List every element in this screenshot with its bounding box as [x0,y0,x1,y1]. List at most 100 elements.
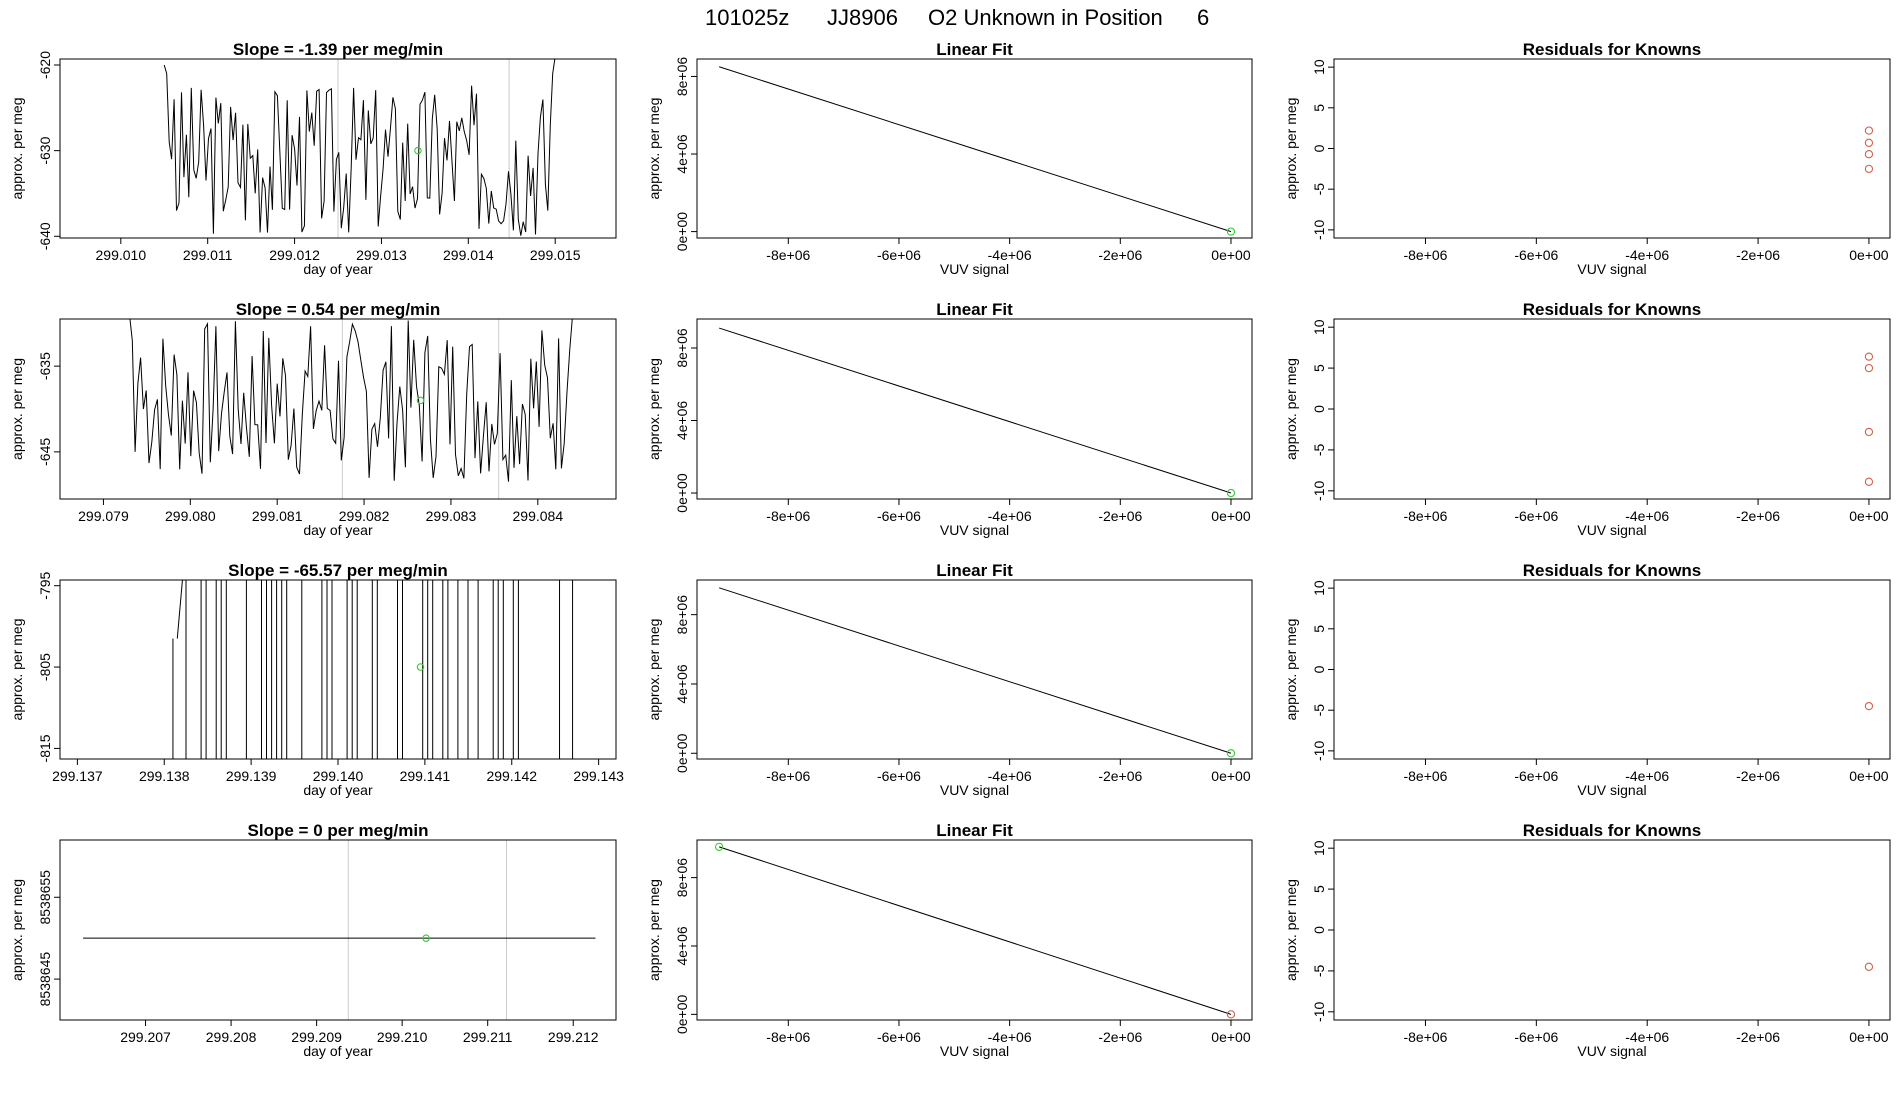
panel-title: Linear Fit [936,40,1013,59]
fit-line [718,66,1232,233]
y-tick-label: 0e+00 [674,473,690,513]
x-tick-label: 299.141 [400,768,451,784]
plot-area [718,327,1232,494]
y-tick-label: 5 [1311,104,1327,112]
x-tick-label: 299.211 [463,1029,513,1045]
plot-area [172,580,574,759]
x-tick-label: 0e+00 [1211,1029,1251,1045]
known-point [1864,138,1874,147]
unknown-point [416,663,425,671]
y-tick-label: -10 [1311,220,1327,240]
y-tick-label: 4e+06 [674,134,690,174]
unknown-point [416,396,425,405]
x-tick-label: -8e+06 [766,247,810,263]
plot-area [163,59,556,236]
x-tick-label: 299.015 [530,247,581,263]
x-axis-label: VUV signal [1577,522,1646,538]
y-tick-label: -795 [37,571,53,599]
y-tick-label: -10 [1311,741,1327,761]
x-tick-label: 0e+00 [1211,508,1251,524]
y-tick-label: 0 [1311,405,1327,413]
plot-area [129,319,573,482]
unknown-point [1226,227,1236,236]
x-tick-label: 299.011 [183,247,233,263]
x-tick-label: -4e+06 [988,508,1032,524]
y-tick-label: -815 [37,734,53,762]
x-tick-label: -8e+06 [1403,768,1447,784]
y-axis-label: approx. per meg [1283,358,1299,460]
x-tick-label: -6e+06 [1514,247,1558,263]
x-tick-label: 299.207 [120,1029,171,1045]
x-tick-label: 299.142 [486,768,537,784]
x-axis: -8e+06 -6e+06 -4e+06 -2e+06 0e+00 [1403,759,1889,784]
x-axis-label: VUV signal [1577,782,1646,798]
unknown-point [422,934,430,942]
known-point [1864,150,1874,159]
x-tick-label: -6e+06 [1514,508,1558,524]
y-axis: -640 -630 -620 [37,51,60,250]
y-axis: 0e+00 4e+06 8e+06 [674,858,697,1034]
x-tick-label: 299.140 [313,768,364,784]
x-tick-label: -4e+06 [988,1029,1032,1045]
y-tick-label: 0e+00 [674,994,690,1034]
unknown-point [714,842,724,851]
x-tick-label: -2e+06 [1098,768,1142,784]
x-axis: -8e+06 -6e+06 -4e+06 -2e+06 0e+00 [1403,1020,1889,1045]
y-tick-label: -5 [1311,443,1327,456]
y-tick-label: 10 [1311,840,1327,856]
y-tick-label: -640 [37,222,53,250]
y-axis-label: approx. per meg [1283,98,1299,200]
y-tick-label: 10 [1311,319,1327,335]
panel-title: Linear Fit [936,561,1013,580]
main-title-position: 6 [1197,5,1209,30]
known-point [1226,1010,1236,1019]
y-axis-label: approx. per meg [1283,619,1299,721]
x-tick-label: -2e+06 [1098,1029,1142,1045]
x-axis-label: VUV signal [1577,1043,1646,1059]
known-point [1864,164,1874,173]
x-axis-label: day of year [303,261,373,277]
y-tick-label: 10 [1311,59,1327,75]
fit-line [718,587,1232,754]
x-tick-label: 299.010 [96,247,147,263]
y-axis: 0e+00 4e+06 8e+06 [674,328,697,513]
x-tick-label: 299.013 [356,247,407,263]
x-tick-label: 299.084 [513,508,564,524]
y-axis-label: approx. per meg [646,98,662,200]
panel-7: Linear Fit -8e+06 -6e+06 -4e+06 -2e+06 0e+00 V… [646,561,1253,798]
x-axis-label: VUV signal [940,522,1009,538]
series-line [185,580,519,759]
y-axis-label: approx. per meg [1283,879,1299,981]
x-tick-label: 299.080 [165,508,216,524]
panel-title: Residuals for Knowns [1523,821,1702,840]
y-axis-label: approx. per meg [646,358,662,460]
y-axis-label: approx. per meg [646,619,662,721]
plot-frame [59,839,617,1021]
panel-title: Slope = -65.57 per meg/min [228,561,448,580]
known-point [1864,477,1874,486]
y-tick-label: 5 [1311,364,1327,372]
panel-5: Linear Fit -8e+06 -6e+06 -4e+06 -2e+06 0e+00 V… [646,40,1253,277]
y-tick-label: 8538645 [37,952,53,1007]
x-tick-label: 0e+00 [1211,247,1251,263]
y-tick-label: 4e+06 [674,664,690,704]
x-tick-label: -8e+06 [1403,1029,1447,1045]
series-line [163,59,556,236]
x-axis: -8e+06 -6e+06 -4e+06 -2e+06 0e+00 [766,499,1251,524]
x-tick-label: 299.139 [226,768,277,784]
x-tick-label: -8e+06 [766,508,810,524]
y-tick-label: -635 [37,352,53,380]
panel-8: Linear Fit -8e+06 -6e+06 -4e+06 -2e+06 0e+00 V… [646,821,1253,1059]
x-tick-label: -4e+06 [1625,768,1669,784]
fit-line [718,327,1232,494]
y-axis: 8538645 8538655 [37,870,60,1007]
plot-frame [1333,839,1891,1021]
x-tick-label: -6e+06 [877,247,921,263]
y-tick-label: -10 [1311,1001,1327,1021]
y-tick-label: 0 [1311,926,1327,934]
y-axis-label: approx. per meg [9,358,25,460]
